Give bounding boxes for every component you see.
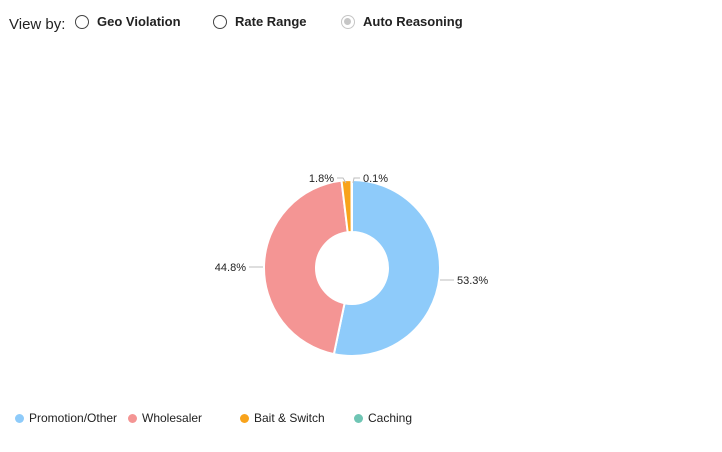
data-label: 44.8% xyxy=(215,262,246,274)
radio-auto-reasoning[interactable]: Auto Reasoning xyxy=(341,14,463,29)
radio-label: Auto Reasoning xyxy=(363,14,463,29)
legend-dot-icon xyxy=(15,413,24,423)
legend-dot-icon xyxy=(240,413,249,423)
radio-label: Rate Range xyxy=(235,14,307,29)
view-by-label: View by: xyxy=(9,15,66,33)
slice-promotion-other[interactable] xyxy=(332,178,441,357)
legend-label: Wholesaler xyxy=(142,411,203,425)
radio-rate-range[interactable]: Rate Range xyxy=(213,14,307,29)
legend-item-bait-switch[interactable]: Bait & Switch xyxy=(240,411,325,425)
legend-label: Caching xyxy=(368,411,413,425)
view-by: View by: xyxy=(9,13,75,35)
legend-dot-icon xyxy=(128,413,137,423)
legend-label: Bait & Switch xyxy=(254,411,325,425)
data-label: 1.8% xyxy=(309,173,334,185)
legend-item-promotion-other[interactable]: Promotion/Other xyxy=(15,411,117,425)
radio-selected-icon xyxy=(341,14,355,29)
data-label: 0.1% xyxy=(363,173,388,185)
radio-geo-violation[interactable]: Geo Violation xyxy=(75,14,181,29)
leader-line xyxy=(337,177,347,184)
legend-item-caching[interactable]: Caching xyxy=(354,411,412,425)
legend-dot-icon xyxy=(354,413,363,423)
leader-line xyxy=(352,177,360,184)
legend-label: Promotion/Other xyxy=(29,411,118,425)
slice-wholesaler[interactable] xyxy=(263,179,349,356)
data-label: 53.3% xyxy=(457,275,488,287)
radio-label: Geo Violation xyxy=(97,14,181,29)
radio-circle-icon xyxy=(75,14,89,29)
legend-item-wholesaler[interactable]: Wholesaler xyxy=(128,411,202,425)
slice-caching[interactable] xyxy=(350,178,353,234)
radio-circle-icon xyxy=(213,14,227,29)
